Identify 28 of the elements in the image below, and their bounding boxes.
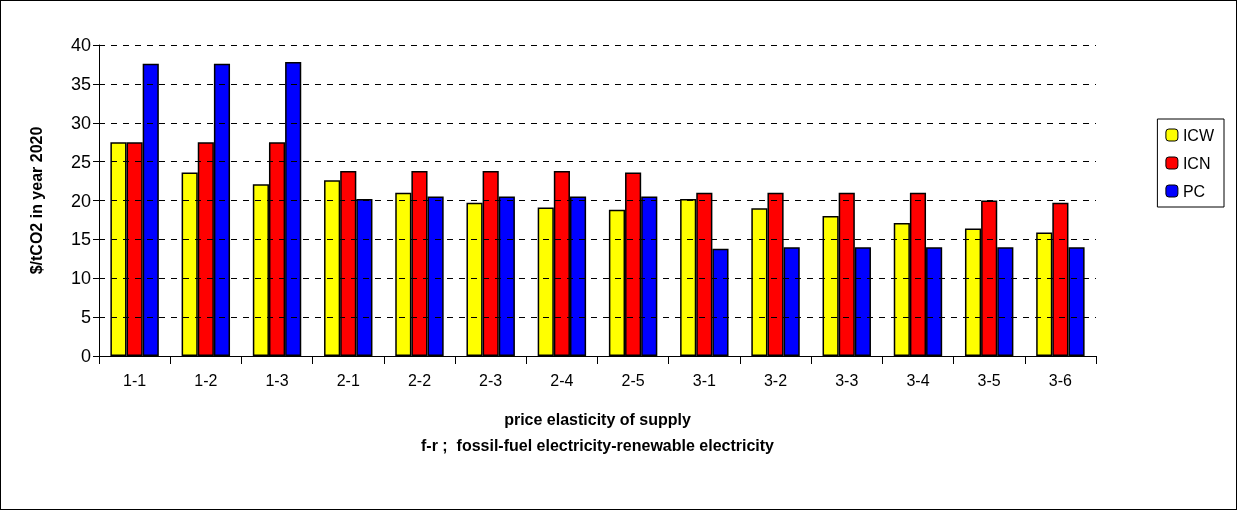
y-axis-title: $/tCO2 in year 2020: [27, 126, 45, 275]
legend-label: ICW: [1182, 126, 1215, 144]
legend-label: PC: [1182, 182, 1206, 200]
x-tick-label: 1-2: [194, 371, 218, 389]
y-tick-label: 5: [80, 307, 91, 328]
y-tick-label: 10: [70, 268, 91, 289]
x-axis-title: price elasticity of supply f-r ; fossil-fuel electricity-renewable electricity: [420, 410, 775, 454]
x-tick-label: 3-3: [835, 371, 859, 389]
x-tick-label: 2-2: [407, 371, 432, 389]
x-tick-label: 3-6: [1048, 371, 1073, 389]
y-tick-label: 35: [70, 73, 91, 94]
x-tick-label: 2-1: [336, 371, 360, 389]
y-tick-label: 30: [70, 112, 91, 133]
y-tick-label: 40: [70, 35, 91, 55]
x-tick-label: 3-5: [977, 371, 1001, 389]
y-tick-label: 20: [70, 190, 91, 211]
x-tick-label: 3-2: [763, 371, 788, 389]
x-tick-label: 3-1: [692, 371, 716, 389]
x-tick-label: 2-5: [621, 371, 645, 389]
x-tick-label: 2-4: [550, 371, 574, 389]
x-tick-label: 2-3: [479, 371, 503, 389]
x-tick-label: 1-3: [265, 371, 289, 389]
y-tick-label: 15: [70, 229, 91, 250]
y-tick-label: 25: [70, 151, 91, 172]
y-tick-label: 0: [80, 346, 91, 366]
x-tick-label: 3-4: [906, 371, 930, 389]
x-tick-label: 1-1: [123, 371, 147, 389]
legend-label: ICN: [1182, 154, 1211, 172]
